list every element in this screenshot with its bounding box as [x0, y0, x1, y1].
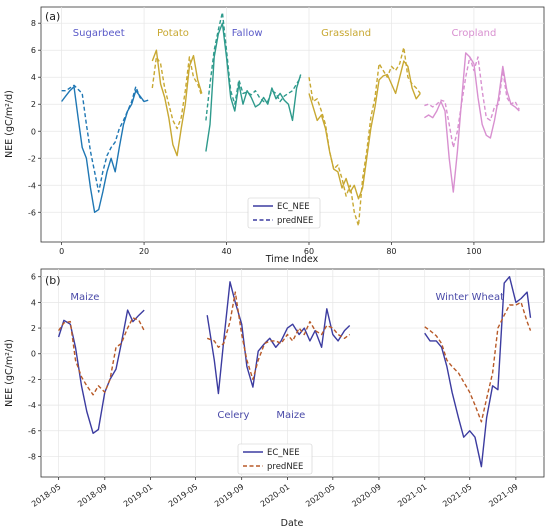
panel-a-legend-ec-label: EC_NEE [277, 202, 310, 212]
panel-a-x-tick-label: 100 [466, 247, 481, 256]
panel-b-x-tick-label: 2019-09 [213, 482, 246, 509]
panel-a-x-axis-label: Time Index [265, 254, 319, 265]
panel-a-grid [41, 7, 544, 242]
panel-a-label: (a) [45, 10, 60, 23]
panel-b-annotation-maize: Maize [70, 292, 99, 303]
panel-a-y-axis-label: NEE (gC/m²/d) [4, 90, 15, 158]
panel-a-y-tick-label: -4 [28, 181, 36, 190]
panel-b-x-tick-label: 2021-09 [487, 482, 520, 509]
panel-b-series [57, 276, 532, 468]
panel-b-annotation-winter-wheat: Winter Wheat [435, 292, 504, 303]
panel-a-segment-labels: Sugarbeet Potato Fallow Grassland Cropland [73, 28, 497, 39]
panel-a-x-tick-label: 20 [139, 247, 149, 256]
panel-b-annotation-celery: Celery [217, 410, 249, 421]
panel-a-pred-nee-line-grassland [308, 46, 421, 227]
panel-a-legend: EC_NEE predNEE [247, 197, 321, 229]
panel-b-annotations: Maize Celery Maize Winter Wheat [70, 292, 504, 421]
panel-b-y-tick-label: 6 [31, 273, 36, 282]
panel-a-label-cropland: Cropland [451, 28, 496, 39]
panel-b-y-tick-label: 4 [31, 298, 36, 307]
panel-a-x-tick-label: 60 [304, 247, 314, 256]
panel-a-label-sugarbeet: Sugarbeet [73, 28, 125, 39]
panel-b-x-tick-label: 2018-05 [30, 482, 63, 509]
panel-b-ec-nee-line-2 [206, 281, 351, 395]
panel-b-x-tick-label: 2020-09 [350, 482, 383, 509]
panel-b-y-axis-label: NEE (gC/m²/d) [4, 339, 15, 407]
panel-a-ec-nee-line-sugarbeet [61, 85, 149, 214]
panel-b-y-tick-label: -2 [28, 375, 36, 384]
panel-a-series [61, 11, 520, 227]
panel-b-x-tick-label: 2020-01 [259, 482, 292, 509]
panel-a-ticks: 0 20 40 60 80 100 -6 -4 -2 0 2 4 6 8 [28, 19, 482, 256]
panel-a-x-tick-label: 40 [221, 247, 231, 256]
panel-b-y-tick-label: 2 [31, 324, 36, 333]
panel-a-label-grassland: Grassland [321, 28, 371, 39]
panel-b-legend-pred-label: predNEE [267, 462, 303, 472]
panel-b-pred-nee-line-1 [58, 317, 145, 396]
panel-b-x-axis-label: Date [281, 518, 304, 529]
panel-a-pred-nee-line-cropland [424, 56, 520, 149]
panel-a-label-fallow: Fallow [232, 28, 263, 39]
panel-b-y-tick-label: -6 [28, 427, 36, 436]
panel-b-pred-nee-line-3 [424, 301, 532, 423]
panel-a-legend-pred-label: predNEE [277, 216, 313, 226]
panel-b-x-tick-label: 2019-05 [167, 482, 200, 509]
panel-b-x-tick-label: 2021-05 [441, 482, 474, 509]
panel-b-ec-nee-line-1 [57, 309, 145, 434]
panel-a-y-tick-label: -6 [28, 208, 36, 217]
panel-b-x-tick-label: 2020-05 [304, 482, 337, 509]
panel-b-legend: EC_NEE predNEE [237, 443, 313, 475]
panel-b-ec-nee-line-3 [424, 276, 532, 468]
panel-a-y-tick-label: 0 [31, 127, 36, 136]
panel-a-y-tick-label: 8 [31, 19, 36, 28]
panel-a-y-tick-label: 4 [31, 73, 36, 82]
panel-a-y-tick-label: -2 [28, 154, 36, 163]
panel-a-ec-nee-line-potato [151, 49, 203, 157]
panel-a-x-tick-label: 80 [386, 247, 396, 256]
panel-b-y-tick-label: -8 [28, 452, 36, 461]
panel-a-pred-nee-line-potato [151, 56, 203, 130]
panel-b-pred-nee-line-2 [206, 291, 351, 381]
panel-a-x-tick-label: 0 [59, 247, 64, 256]
panel-a-ec-nee-line-cropland [424, 52, 520, 193]
panel-b-annotation-maize: Maize [276, 410, 305, 421]
panel-a-y-tick-label: 6 [31, 46, 36, 55]
panel-a-label-potato: Potato [157, 28, 189, 39]
panel-b-y-tick-label: 0 [31, 350, 36, 359]
panel-a-pred-nee-line-fallow [205, 11, 302, 121]
panel-b-x-tick-label: 2019-01 [122, 482, 155, 509]
panel-b-y-tick-label: -4 [28, 401, 36, 410]
panel-b: 2018-05 2018-09 2019-01 2019-05 2019-09 2020-… [4, 268, 545, 529]
panel-b-frame [40, 268, 545, 478]
panel-a-pred-nee-line-sugarbeet [61, 84, 145, 193]
panel-a-ec-nee-line-fallow [205, 22, 302, 152]
panel-b-x-tick-label: 2021-01 [396, 482, 429, 509]
panel-b-label: (b) [45, 274, 61, 287]
panel-a-y-tick-label: 2 [31, 100, 36, 109]
panel-b-x-tick-label: 2018-09 [76, 482, 109, 509]
panel-a: 0 20 40 60 80 100 -6 -4 -2 0 2 4 6 8 Sugarbeet Potato F… [4, 6, 545, 265]
panel-b-legend-ec-label: EC_NEE [267, 448, 300, 458]
